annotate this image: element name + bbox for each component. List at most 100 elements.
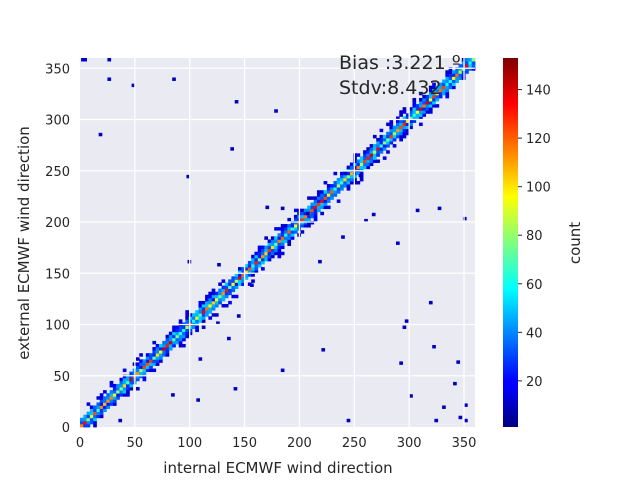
heatmap-cell <box>99 414 104 419</box>
heatmap-cell <box>313 202 318 206</box>
heatmap-cell <box>178 331 183 336</box>
heatmap-cell <box>432 82 436 87</box>
heatmap-cell <box>234 279 239 283</box>
heatmap-cell <box>145 368 150 373</box>
heatmap-cell <box>129 371 134 376</box>
heatmap-cell <box>165 347 170 351</box>
heatmap-cell <box>178 328 183 333</box>
heatmap-cell <box>333 181 338 185</box>
heatmap-cell <box>412 107 417 111</box>
heatmap-cell <box>376 141 380 145</box>
heatmap-cell <box>159 356 163 360</box>
heatmap-cell-outlier <box>404 319 409 323</box>
heatmap-cell <box>458 70 463 74</box>
heatmap-cell <box>333 190 338 194</box>
heatmap-cell <box>386 122 390 127</box>
heatmap-cell <box>445 73 450 77</box>
heatmap-cell <box>379 128 384 133</box>
heatmap-cell-outlier <box>107 58 112 62</box>
heatmap-cell <box>389 119 394 123</box>
heatmap-cell <box>445 88 450 93</box>
heatmap-cell <box>145 356 150 360</box>
heatmap-cell-outlier <box>186 174 191 179</box>
heatmap-cell <box>307 224 311 228</box>
heatmap-cell <box>435 94 440 99</box>
heatmap-cell <box>307 217 311 222</box>
heatmap-cell <box>458 76 463 80</box>
heatmap-cell <box>382 141 387 145</box>
heatmap-cell <box>208 297 213 302</box>
heatmap-cell <box>290 230 295 234</box>
heatmap-cell <box>119 377 124 382</box>
heatmap-cell <box>366 150 371 154</box>
heatmap-cell <box>277 245 282 250</box>
heatmap-cell <box>198 313 203 317</box>
heatmap-cell <box>409 113 413 117</box>
heatmap-cell <box>126 390 130 394</box>
heatmap-cell <box>257 260 262 265</box>
heatmap-cell <box>458 73 463 77</box>
heatmap-cell <box>366 156 371 160</box>
heatmap-cell <box>432 94 436 99</box>
heatmap-cell <box>142 377 147 382</box>
heatmap-cell <box>109 396 114 400</box>
heatmap-cell <box>208 310 213 314</box>
heatmap-cell <box>139 374 143 379</box>
heatmap-cell <box>152 368 157 373</box>
heatmap-cell-outlier <box>198 357 203 361</box>
heatmap-cell <box>205 304 209 308</box>
heatmap-cell <box>442 91 446 96</box>
heatmap-cell <box>412 119 417 123</box>
heatmap-cell-outlier <box>172 77 176 81</box>
heatmap-cell <box>445 82 450 87</box>
heatmap-cell <box>201 313 206 317</box>
heatmap-cell <box>379 150 384 154</box>
heatmap-cell <box>346 187 351 191</box>
heatmap-cell <box>287 227 292 231</box>
heatmap-cell <box>96 402 101 406</box>
heatmap-cell <box>231 294 236 299</box>
heatmap-cell-outlier <box>409 394 413 398</box>
heatmap-cell <box>208 300 213 305</box>
x-tick-label: 300 <box>397 436 422 451</box>
heatmap-cell <box>152 353 157 357</box>
heatmap-cell <box>93 417 97 422</box>
heatmap-cell <box>448 67 453 71</box>
heatmap-cell <box>419 104 423 108</box>
heatmap-cell <box>172 340 176 345</box>
heatmap-cell <box>99 411 104 416</box>
heatmap-cell <box>165 353 170 357</box>
heatmap-cell <box>126 383 130 388</box>
heatmap-cell <box>214 300 219 305</box>
heatmap-cell <box>313 199 318 203</box>
heatmap-cell <box>336 177 341 182</box>
heatmap-cell <box>214 291 219 296</box>
heatmap-cell-outlier <box>265 205 270 210</box>
heatmap-cell <box>228 300 232 305</box>
heatmap-cell <box>159 350 163 354</box>
heatmap-cell <box>221 304 226 308</box>
y-tick-label: 200 <box>45 216 70 231</box>
heatmap-cell <box>178 343 183 348</box>
heatmap-cell <box>379 141 384 145</box>
heatmap-cell <box>93 423 97 428</box>
heatmap-cell <box>274 242 278 246</box>
heatmap-cell <box>188 325 193 329</box>
heatmap-cell <box>392 131 397 136</box>
heatmap-cell <box>80 420 84 425</box>
heatmap-cell <box>251 264 255 268</box>
heatmap-cell <box>149 368 153 373</box>
heatmap-cell <box>356 162 361 167</box>
heatmap-cell <box>458 67 463 71</box>
heatmap-cell <box>168 334 173 339</box>
heatmap-cell-outlier <box>233 387 238 391</box>
heatmap-cell <box>320 202 324 206</box>
heatmap-cell <box>175 340 180 345</box>
heatmap-cell <box>320 205 324 210</box>
heatmap-cell <box>172 325 176 329</box>
heatmap-cell <box>185 316 190 320</box>
heatmap-cell <box>448 82 453 87</box>
heatmap-cell <box>257 257 262 262</box>
heatmap-cell <box>412 104 417 108</box>
heatmap-cell <box>152 347 157 351</box>
